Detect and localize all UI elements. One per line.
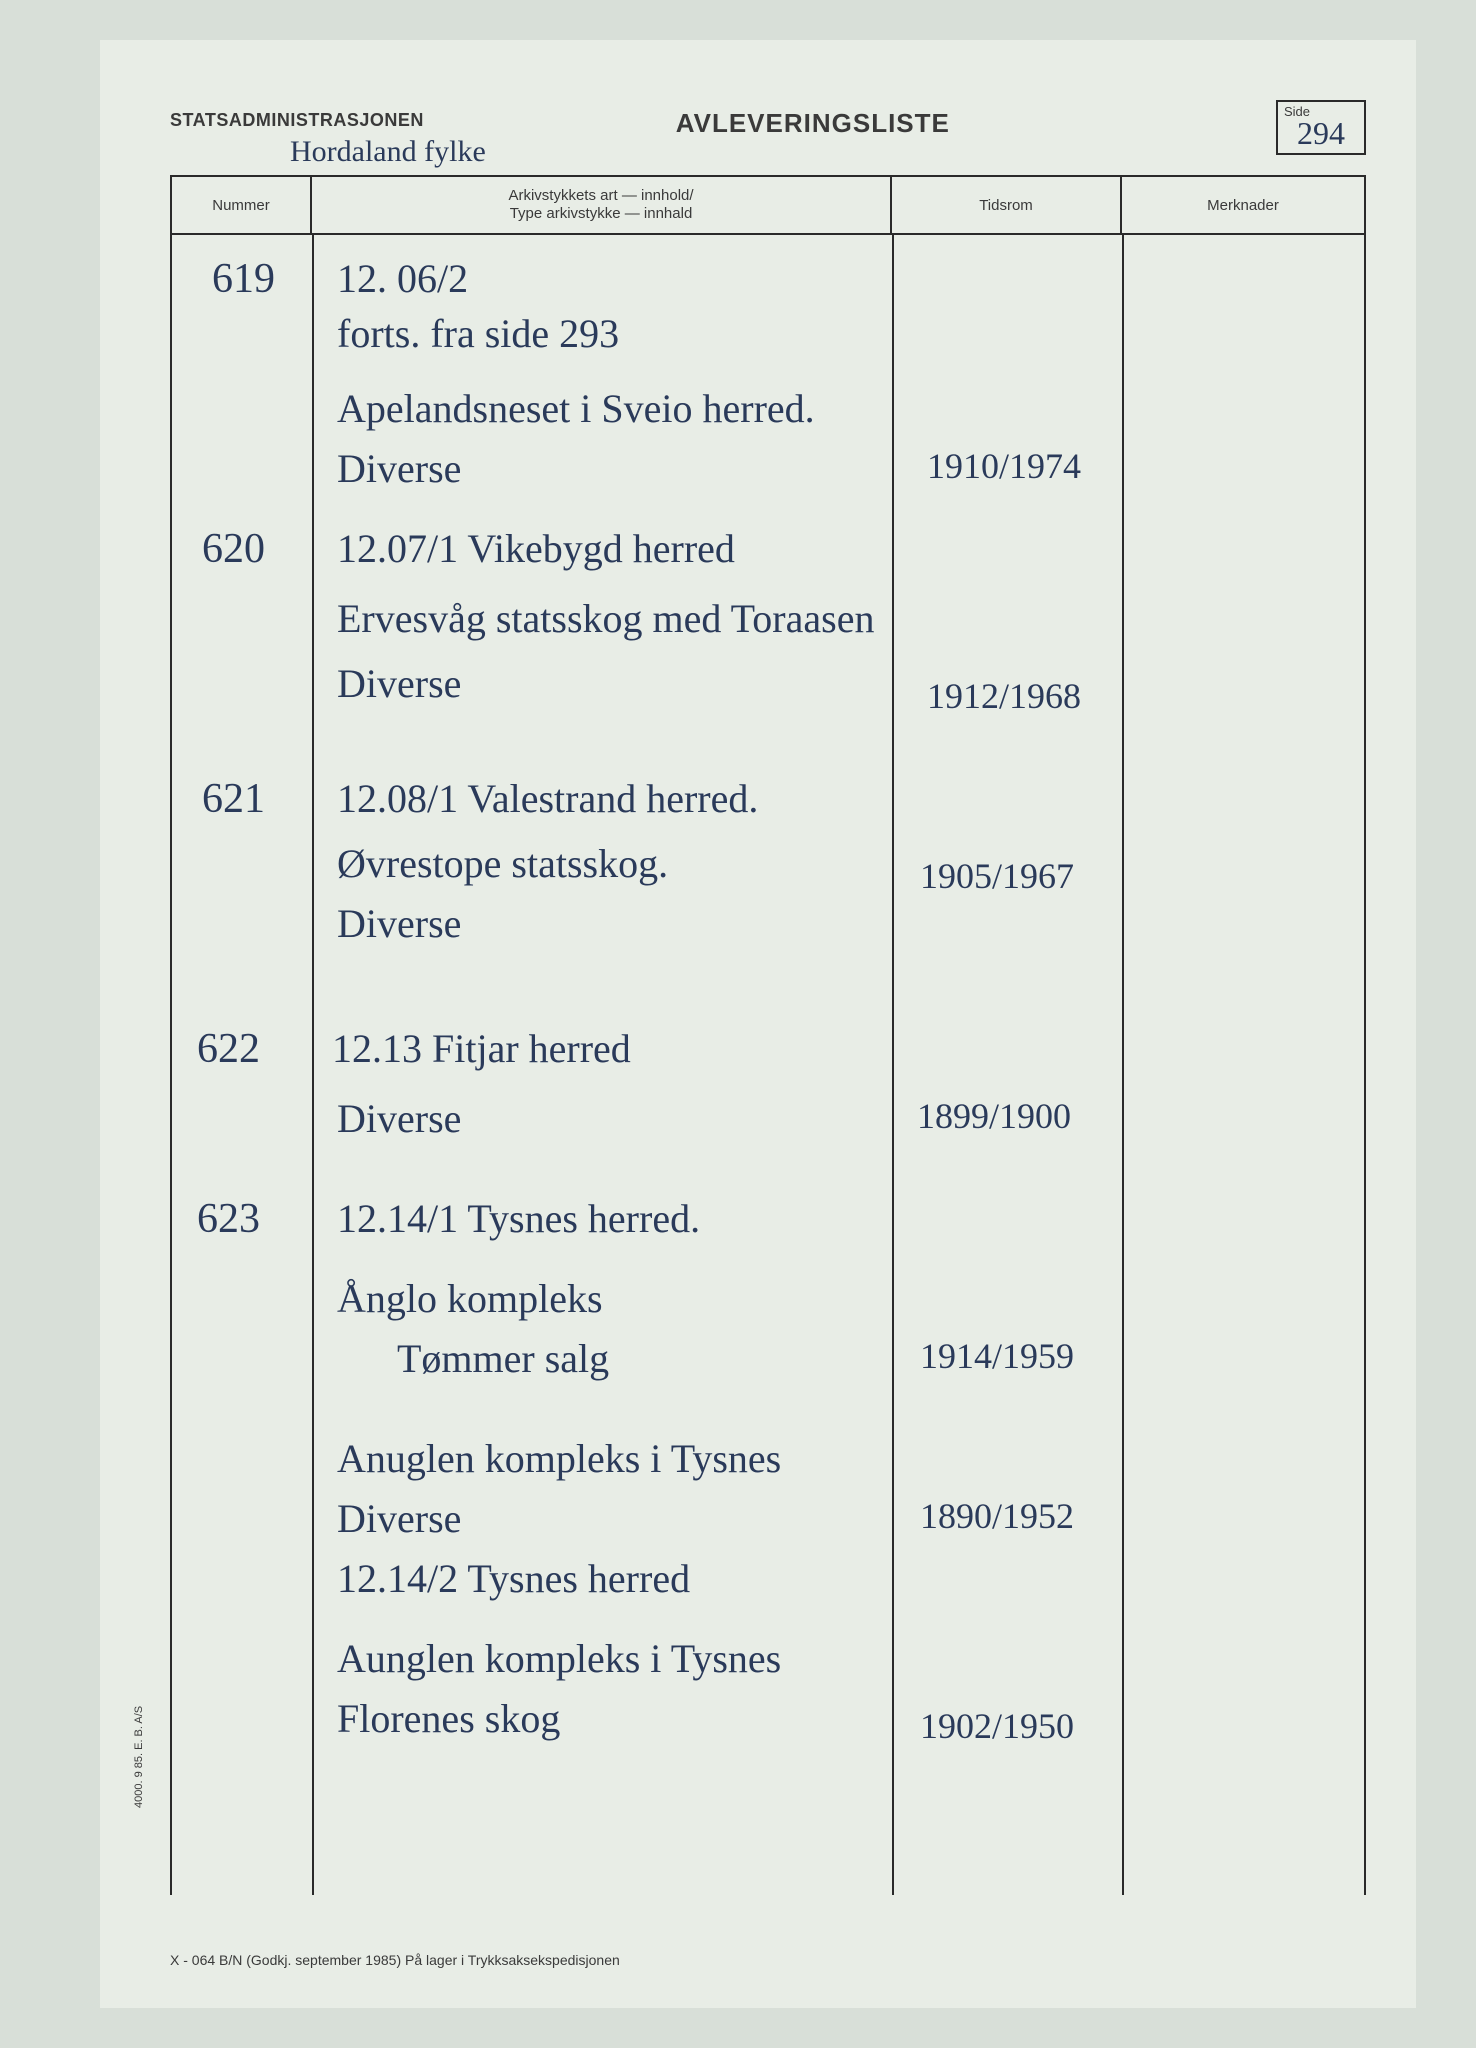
header-title: AVLEVERINGSLISTE [676, 108, 950, 139]
subtitle: Hordaland fylke [290, 135, 1366, 169]
row-nummer: 621 [202, 775, 265, 823]
col-header-merknader: Merknader [1122, 177, 1364, 233]
row-tidsrom: 1905/1967 [920, 855, 1074, 897]
row-tidsrom: 1912/1968 [927, 675, 1081, 717]
row-line: Apelandsneset i Sveio herred. [337, 385, 815, 432]
col-header-nummer: Nummer [172, 177, 312, 233]
row-nummer: 622 [197, 1025, 260, 1073]
vline-2 [892, 235, 894, 1895]
row-line: 12.14/2 Tysnes herred [337, 1555, 690, 1602]
row-line: 12. 06/2 [337, 255, 468, 302]
vline-1 [312, 235, 314, 1895]
row-line: Anuglen kompleks i Tysnes [337, 1435, 781, 1482]
row-tidsrom: 1914/1959 [920, 1335, 1074, 1377]
row-line: forts. fra side 293 [337, 310, 619, 357]
table-body: 619 12. 06/2 forts. fra side 293 Apeland… [172, 235, 1364, 1895]
row-nummer: 619 [212, 255, 275, 303]
document-page: STATSADMINISTRASJONEN AVLEVERINGSLISTE S… [100, 40, 1416, 2008]
row-line: Diverse [337, 1495, 461, 1542]
table: Nummer Arkivstykkets art — innhold/ Type… [170, 175, 1366, 1895]
header-left: STATSADMINISTRASJONEN [170, 110, 424, 131]
row-line: Diverse [337, 660, 461, 707]
row-line: Aunglen kompleks i Tysnes [337, 1635, 781, 1682]
table-header: Nummer Arkivstykkets art — innhold/ Type… [172, 177, 1364, 235]
side-print-text: 4000. 9 85. E. B. A/S [133, 1706, 145, 1808]
innhold-line2: Type arkivstykke — innhald [510, 205, 693, 223]
row-line: Ånglo kompleks [337, 1275, 603, 1322]
row-line: Florenes skog [337, 1695, 560, 1742]
row-line: 12.07/1 Vikebygd herred [337, 525, 735, 572]
row-line: Diverse [337, 445, 461, 492]
col-header-tidsrom: Tidsrom [892, 177, 1122, 233]
innhold-line1: Arkivstykkets art — innhold/ [508, 187, 693, 205]
row-line: Øvrestope statsskog. [337, 840, 668, 887]
row-line: 12.14/1 Tysnes herred. [337, 1195, 700, 1242]
row-line: Tømmer salg [397, 1335, 609, 1382]
row-line: Ervesvåg statsskog med Toraasen [337, 595, 874, 642]
col-header-innhold: Arkivstykkets art — innhold/ Type arkivs… [312, 177, 892, 233]
row-line: 12.08/1 Valestrand herred. [337, 775, 758, 822]
side-box: Side 294 [1276, 100, 1366, 155]
row-nummer: 620 [202, 525, 265, 573]
footer-text: X - 064 B/N (Godkj. september 1985) På l… [170, 1952, 620, 1968]
row-tidsrom: 1910/1974 [927, 445, 1081, 487]
row-tidsrom: 1890/1952 [920, 1495, 1074, 1537]
row-line: 12.13 Fitjar herred [332, 1025, 631, 1072]
row-nummer: 623 [197, 1195, 260, 1243]
side-number: 294 [1284, 119, 1358, 148]
row-tidsrom: 1899/1900 [917, 1095, 1071, 1137]
row-line: Diverse [337, 900, 461, 947]
vline-3 [1122, 235, 1124, 1895]
row-line: Diverse [337, 1095, 461, 1142]
row-tidsrom: 1902/1950 [920, 1705, 1074, 1747]
